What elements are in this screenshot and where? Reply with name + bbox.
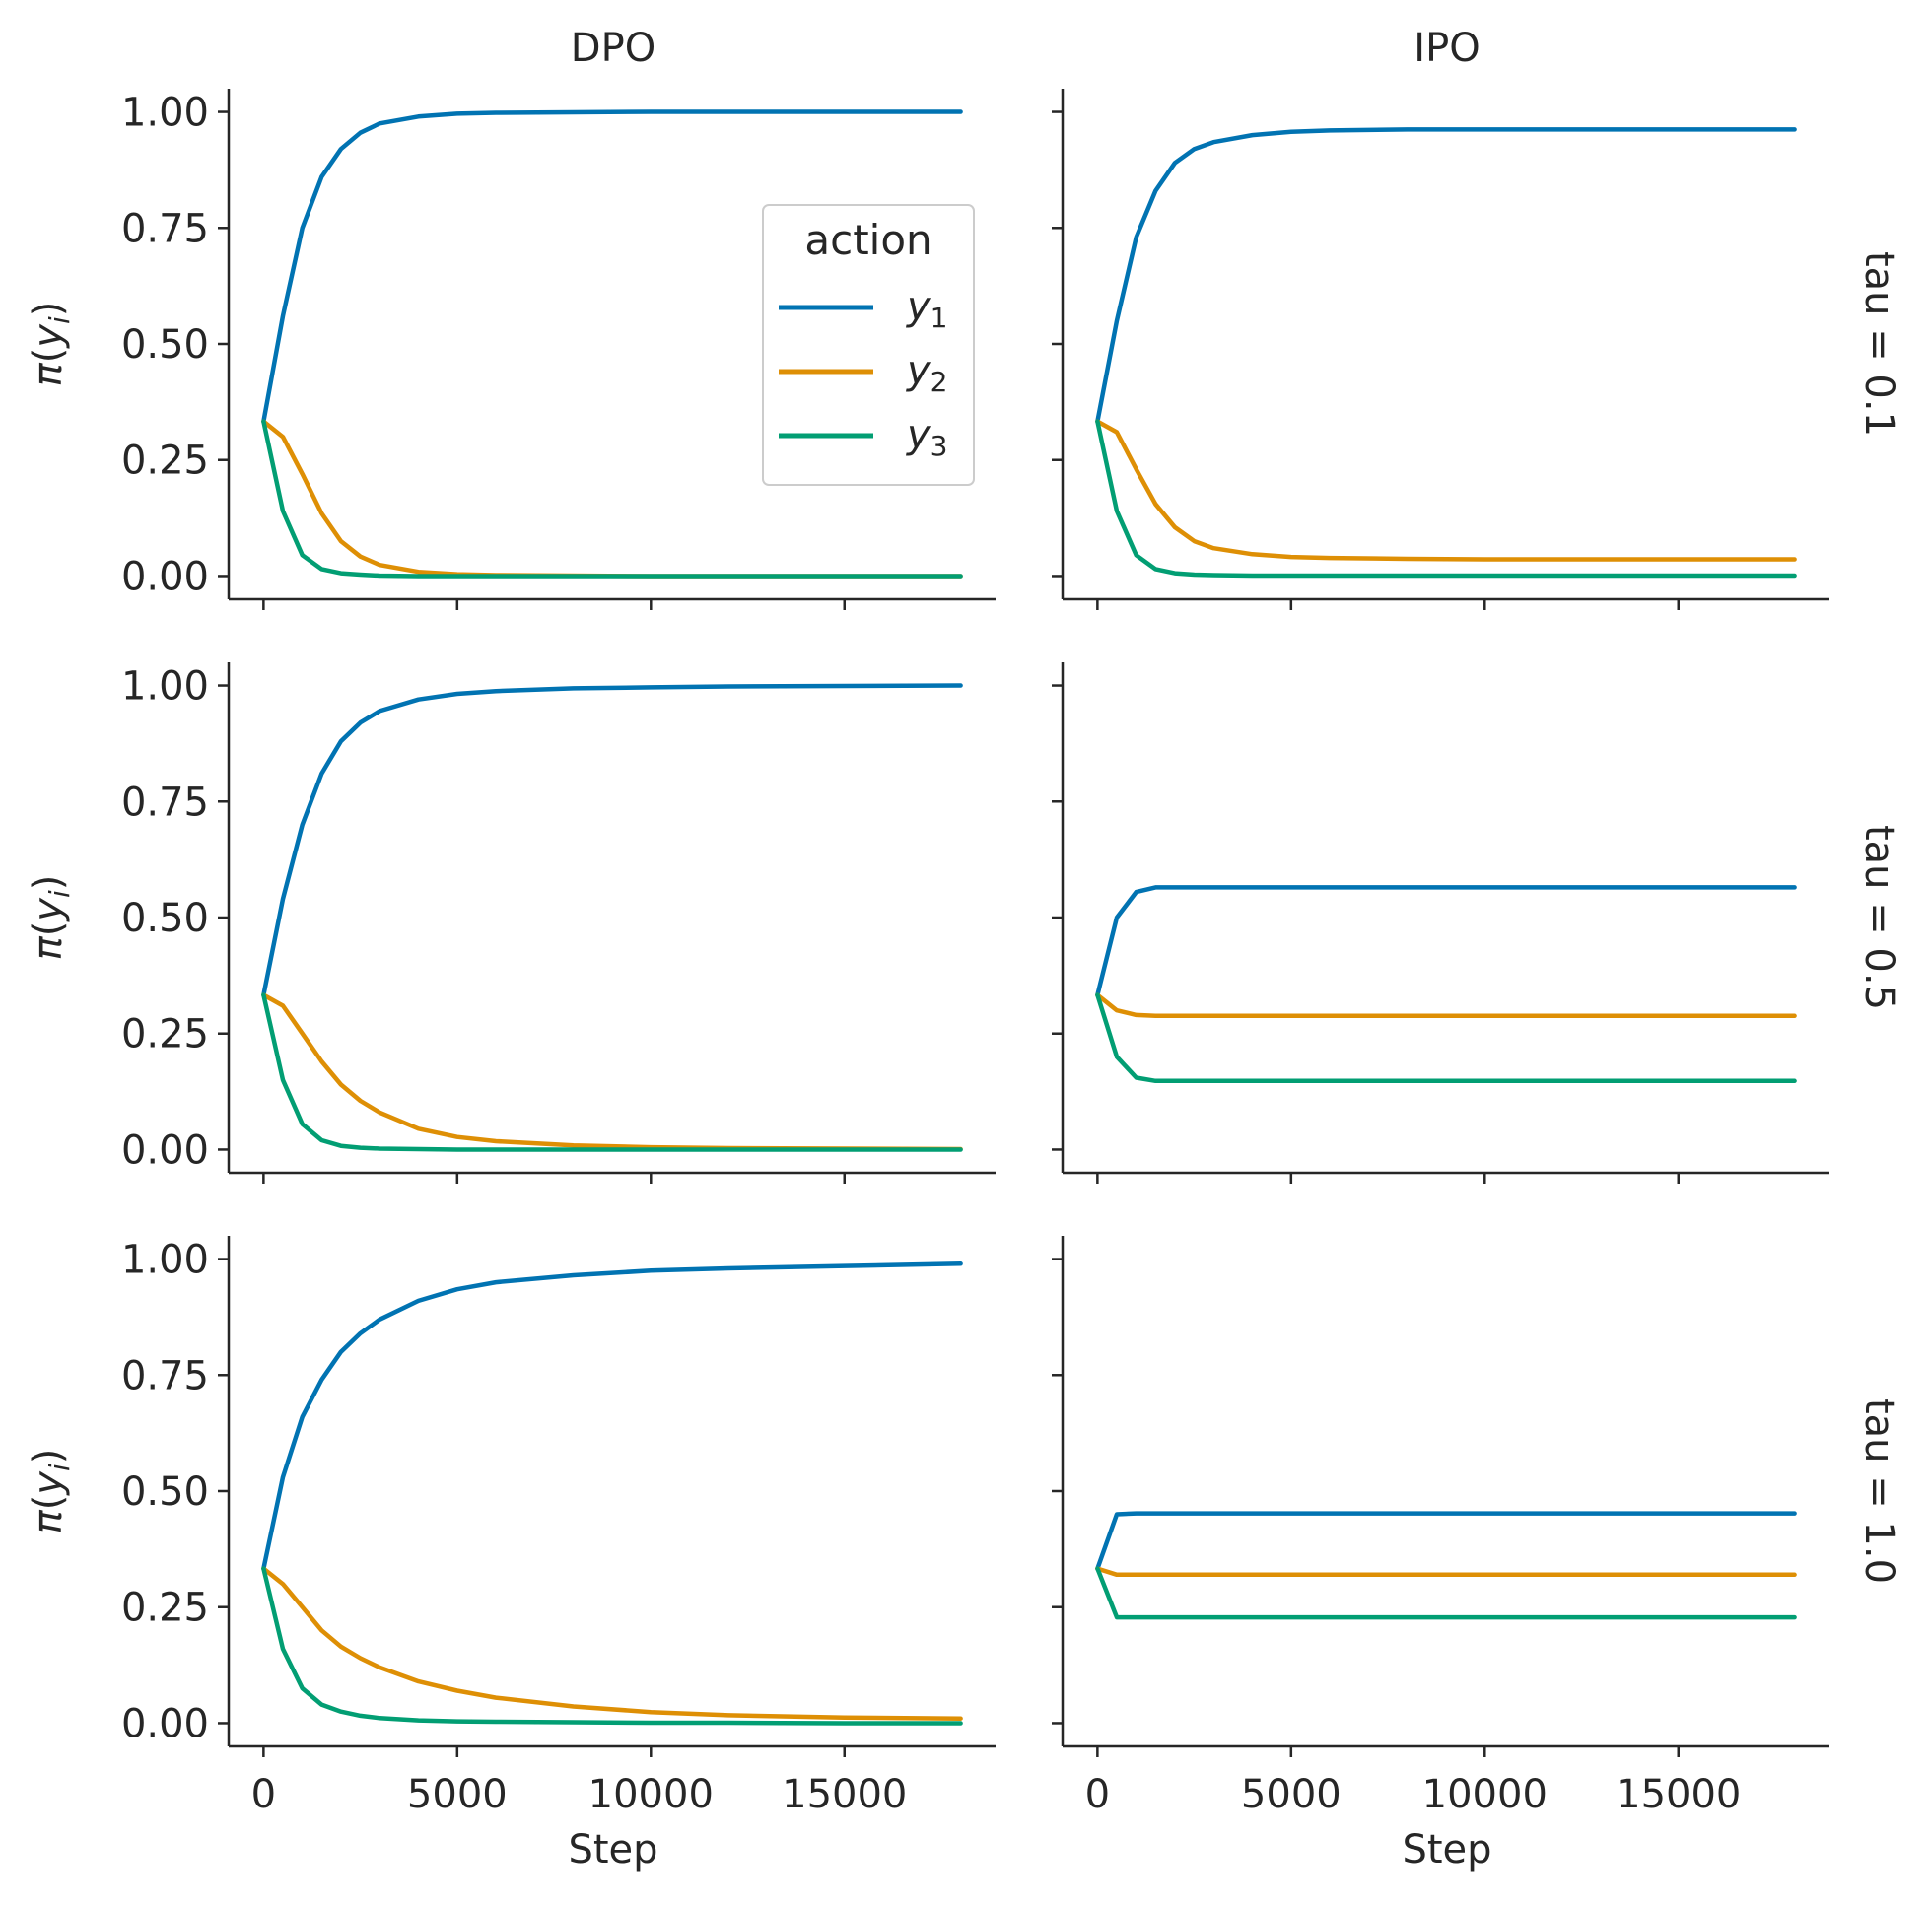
series-line-y3 [261, 992, 963, 1152]
row-title-1: tau = 0.1 [1856, 251, 1901, 437]
y-tick-label: 0.75 [121, 1353, 209, 1398]
legend-label-y3: y3 [906, 412, 948, 462]
panel-dpo-row-2: 0.00 0.25 0.50 0.75 1.00 π(yi) [26, 662, 996, 1184]
panel-ipo-row-1 [1052, 89, 1829, 610]
x-tick-label: 5000 [407, 1772, 508, 1817]
legend-label-y2: y2 [906, 348, 948, 398]
y-axis-label: π(yi) [26, 302, 76, 387]
x-tick-label: 10000 [588, 1772, 714, 1817]
series-line-y2 [261, 1566, 963, 1721]
y-tick-label: 1.00 [121, 664, 209, 710]
series-line-y2 [1095, 992, 1797, 1019]
panel-dpo-row-1: 0.00 0.25 0.50 0.75 1.00 π(yi) [26, 89, 996, 610]
y-tick-label: 0.25 [121, 439, 209, 484]
x-tick-label: 15000 [782, 1772, 907, 1817]
y-tick-label: 1.00 [121, 1238, 209, 1283]
y-tick-label: 0.00 [121, 554, 209, 599]
y-tick-label: 0.50 [121, 322, 209, 368]
x-axis-label: Step [568, 1827, 657, 1873]
x-axis-label: Step [1402, 1827, 1491, 1873]
row-title-3: tau = 1.0 [1856, 1398, 1901, 1584]
x-tick-label: 10000 [1422, 1772, 1548, 1817]
y-tick-label: 0.00 [121, 1701, 209, 1746]
y-tick-label: 0.50 [121, 1469, 209, 1515]
series-line-y1 [261, 109, 963, 424]
series-line-y2 [1095, 1566, 1797, 1578]
series-line-y1 [1095, 1511, 1797, 1571]
legend-label-y1: y1 [906, 284, 948, 334]
series-line-y2 [1095, 419, 1797, 562]
legend: action y1 y2 y3 [762, 204, 975, 486]
column-title-dpo: DPO [571, 26, 656, 71]
panel-ipo-row-3: 0 5000 10000 15000 Step [1052, 1236, 1829, 1873]
y-tick-label: 0.25 [121, 1012, 209, 1057]
panel-ipo-row-2 [1052, 662, 1829, 1184]
series-line-y1 [1095, 127, 1797, 424]
y-tick-label: 0.00 [121, 1127, 209, 1173]
y-tick-label: 0.50 [121, 896, 209, 941]
series-line-y1 [261, 1261, 963, 1571]
panel-dpo-row-3: 0.00 0.25 0.50 0.75 1.00 0 5000 10000 15000 π(yi)… [26, 1236, 996, 1873]
x-tick-label: 0 [1085, 1772, 1110, 1817]
y-tick-label: 1.00 [121, 91, 209, 136]
series-line-y3 [261, 419, 963, 579]
series-line-y3 [1095, 419, 1797, 579]
series-line-y3 [1095, 992, 1797, 1084]
y-tick-label: 0.25 [121, 1586, 209, 1631]
legend-title: action [804, 216, 932, 264]
series-line-y3 [261, 1566, 963, 1726]
series-line-y3 [1095, 1566, 1797, 1620]
y-axis-label: π(yi) [26, 875, 76, 961]
row-title-2: tau = 0.5 [1856, 825, 1901, 1010]
legend-frame [762, 204, 975, 486]
y-axis-label: π(yi) [26, 1449, 76, 1534]
x-tick-label: 0 [251, 1772, 276, 1817]
series-line-y1 [261, 683, 963, 997]
y-tick-label: 0.75 [121, 206, 209, 251]
x-tick-label: 5000 [1241, 1772, 1342, 1817]
x-tick-label: 15000 [1616, 1772, 1741, 1817]
series-line-y1 [1095, 885, 1797, 997]
y-tick-label: 0.75 [121, 780, 209, 825]
column-title-ipo: IPO [1414, 26, 1480, 71]
